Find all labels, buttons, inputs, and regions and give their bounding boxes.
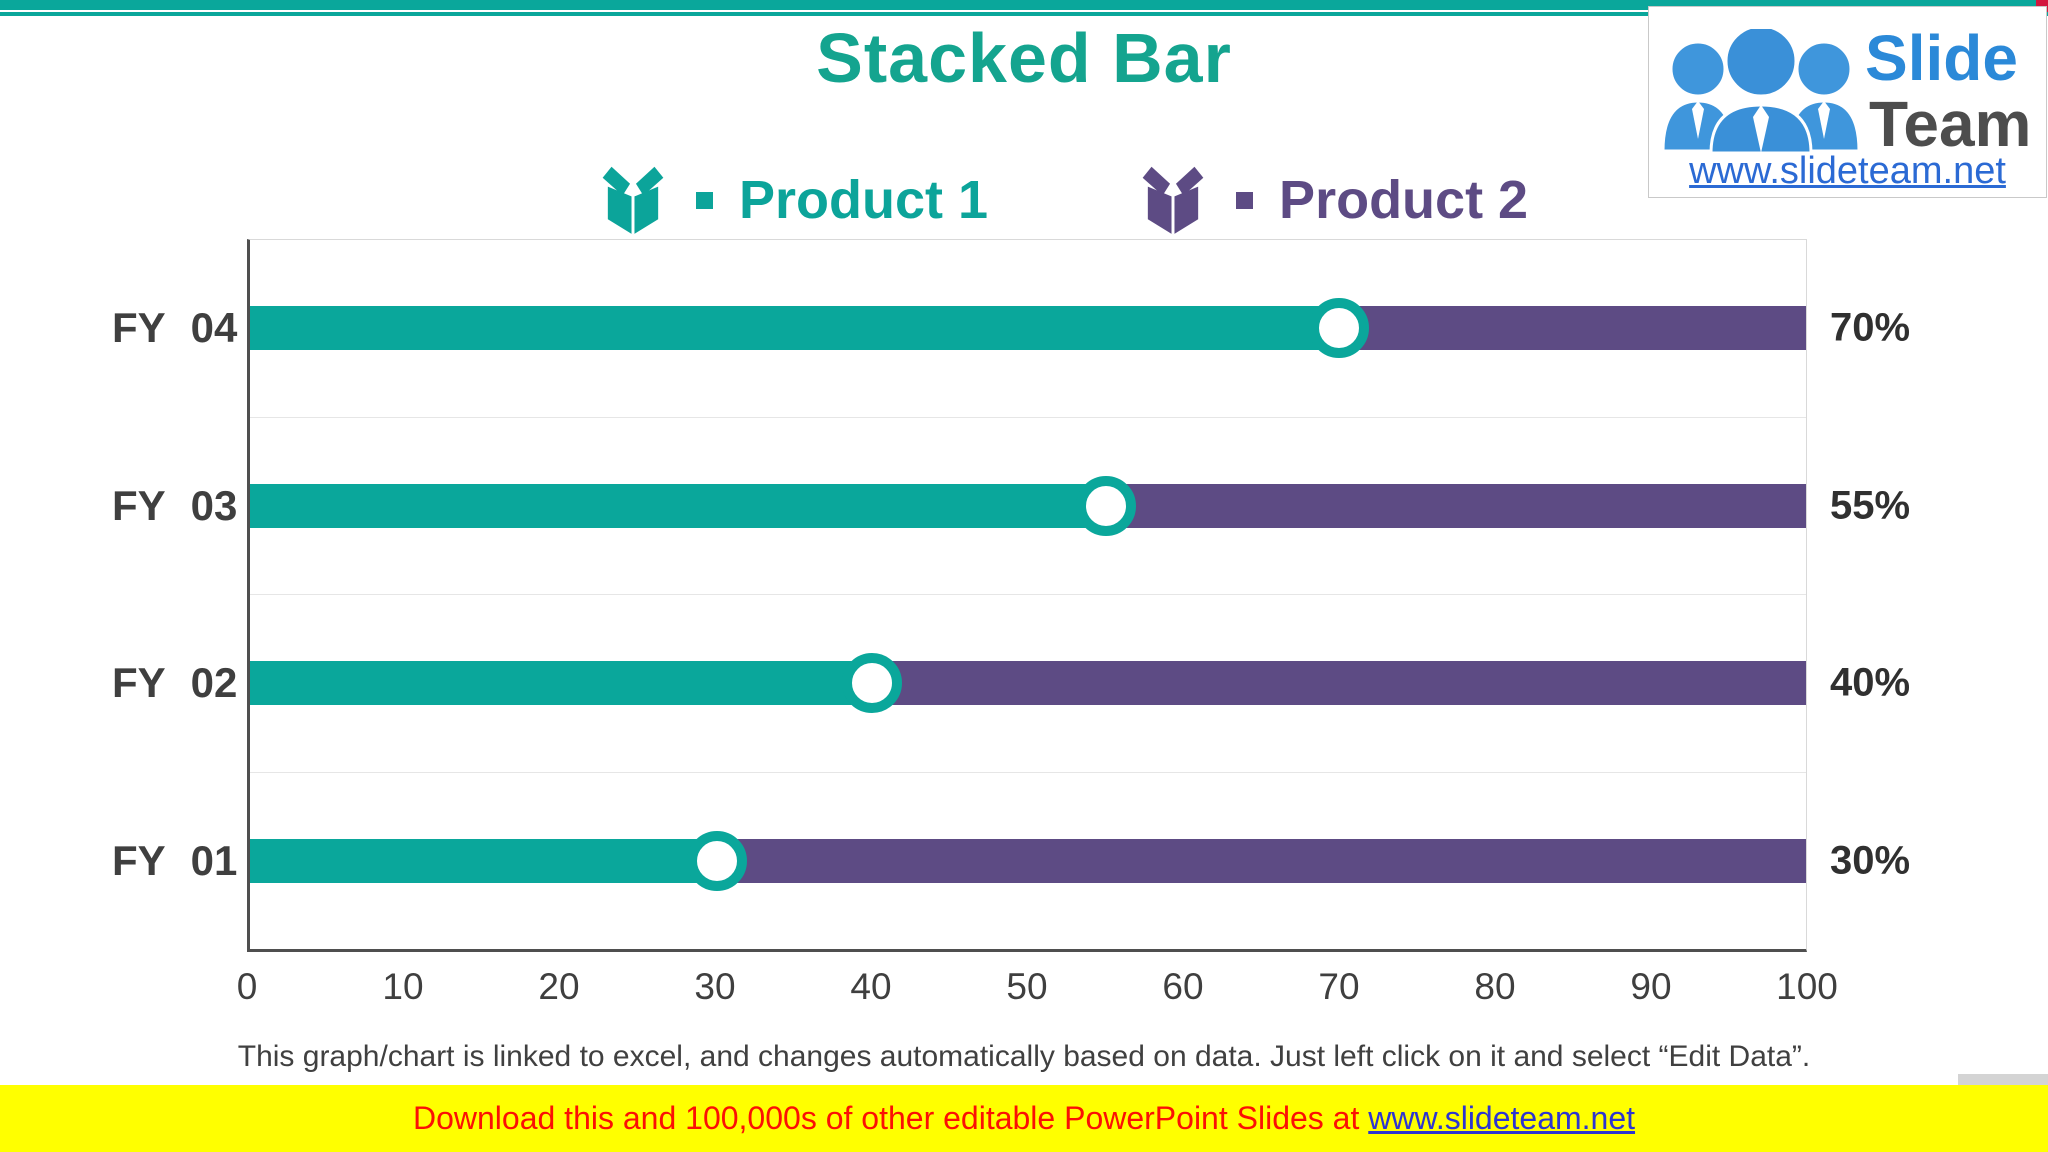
top-accent-band (0, 0, 2048, 10)
x-tick-label: 50 (1006, 966, 1048, 1007)
stacked-bar (250, 838, 1806, 883)
x-tick-label: 30 (694, 966, 736, 1007)
chart-row-fy-02: FY 02 40% (112, 595, 1910, 773)
promo-text: Download this and 100,000s of other edit… (412, 1100, 1369, 1136)
value-label: 70% (1830, 305, 1911, 350)
slideteam-logo: Slide Team www.slideteam.net (1648, 6, 2047, 198)
people-icon (1661, 29, 1861, 155)
open-box-icon (1142, 164, 1204, 235)
chart-row-fy-03: FY 03 55% (112, 418, 1910, 595)
bar-segment-product1 (250, 838, 717, 883)
bar-segment-product2 (1105, 483, 1806, 528)
x-tick-label: 70 (1318, 966, 1360, 1007)
chart-row-fy-01: FY 01 30% (112, 773, 1910, 950)
stacked-bar (250, 661, 1806, 706)
chart-row-fy-04: FY 04 70% (112, 240, 1910, 418)
junction-marker (842, 653, 903, 714)
x-tick-label: 20 (538, 966, 580, 1007)
x-tick-label: 40 (850, 966, 892, 1007)
junction-marker (1075, 475, 1136, 536)
legend-label: Product 2 (1279, 170, 1529, 230)
x-tick-label: 10 (382, 966, 424, 1007)
bar-segment-product1 (250, 661, 873, 706)
legend-bullet (1236, 191, 1254, 209)
chart-legend: Product 1 Product 2 (596, 150, 1528, 250)
value-label: 40% (1830, 660, 1911, 705)
legend-item-1: Product 1 (596, 163, 988, 237)
stacked-bar (250, 483, 1806, 528)
category-label: FY 01 (112, 836, 238, 884)
category-label: FY 04 (112, 304, 238, 352)
promo-link[interactable]: www.slideteam.net (1368, 1100, 1636, 1136)
scrollbar-fragment (1958, 1074, 2048, 1085)
legend-item-2: Product 2 (1136, 163, 1528, 237)
bar-segment-product2 (1339, 306, 1806, 351)
logo-url-link[interactable]: www.slideteam.net (1689, 150, 2006, 192)
logo-text-team: Team (1869, 88, 2032, 160)
category-label: FY 03 (112, 481, 238, 529)
x-tick-label: 90 (1630, 966, 1672, 1007)
x-tick-label: 80 (1474, 966, 1516, 1007)
page-title: Stacked Bar (816, 19, 1232, 97)
x-tick-label: 0 (236, 966, 258, 1007)
value-label: 55% (1830, 483, 1911, 528)
plot-area: FY 04 70% FY 03 55% FY 02 40% FY 01 30% (112, 239, 1910, 952)
junction-marker (686, 830, 747, 891)
bar-segment-product1 (250, 483, 1106, 528)
value-label: 30% (1830, 838, 1911, 883)
legend-bullet (696, 191, 713, 209)
x-tick-label: 100 (1776, 966, 1838, 1007)
promo-banner: Download this and 100,000s of other edit… (0, 1085, 2048, 1152)
logo-text-slide: Slide (1865, 22, 2018, 94)
footer-note: This graph/chart is linked to excel, and… (237, 1040, 1811, 1073)
legend-label: Product 1 (739, 170, 989, 230)
bar-segment-product2 (872, 661, 1806, 706)
bar-segment-product1 (250, 306, 1340, 351)
bar-segment-product2 (716, 838, 1806, 883)
category-label: FY 02 (112, 659, 238, 707)
x-tick-label: 60 (1162, 966, 1204, 1007)
junction-marker (1309, 298, 1370, 359)
stacked-bar (250, 306, 1806, 351)
top-accent-line (0, 12, 2048, 16)
x-axis: 0 10 20 30 40 50 60 70 80 90 100 (237, 966, 1838, 1010)
open-box-icon (602, 164, 664, 235)
